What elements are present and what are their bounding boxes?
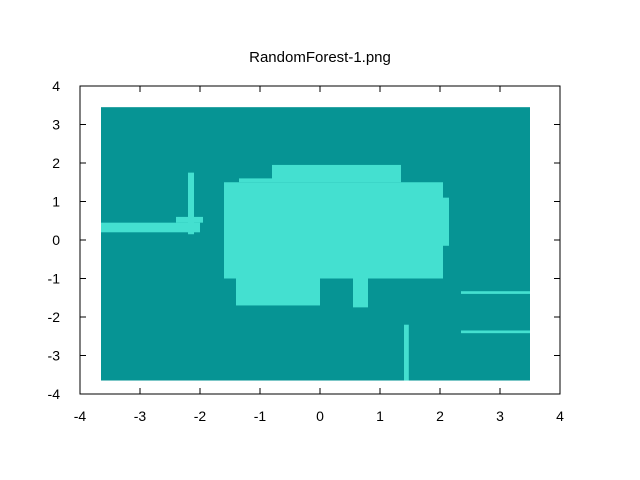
x-tick-label: 2 [436, 408, 444, 424]
class-1-region [461, 291, 530, 294]
class-1-region [224, 182, 443, 279]
axis-ticks: -4 -3 -2 -1 0 1 2 3 4 -4 -3 -2 -1 0 1 2 3 4 [48, 78, 565, 424]
class-1-region [377, 263, 404, 279]
x-tick-label: -1 [254, 408, 267, 424]
y-tick-label: 3 [52, 117, 60, 133]
y-tick-label: 0 [52, 232, 60, 248]
y-tick-label: 1 [52, 194, 60, 210]
class-1-region [101, 222, 200, 233]
class-1-region [236, 278, 320, 306]
class-1-region [404, 324, 409, 381]
x-tick-label: -3 [134, 408, 147, 424]
class-1-region [188, 172, 194, 235]
x-tick-label: 1 [376, 408, 384, 424]
y-tick-label: -4 [48, 386, 61, 402]
y-tick-label: -1 [48, 271, 61, 287]
decision-regions [101, 107, 530, 381]
x-tick-label: -4 [74, 408, 87, 424]
y-tick-label: -3 [48, 348, 61, 364]
x-tick-label: 4 [556, 408, 564, 424]
y-tick-label: 2 [52, 155, 60, 171]
class-1-region [272, 164, 401, 183]
x-tick-label: 3 [496, 408, 504, 424]
chart-title: RandomForest-1.png [249, 49, 391, 66]
x-tick-label: 0 [316, 408, 324, 424]
y-tick-label: 4 [52, 78, 60, 94]
class-1-region [443, 197, 449, 246]
x-tick-label: -2 [194, 408, 207, 424]
y-tick-label: -2 [48, 309, 61, 325]
class-1-region [353, 278, 368, 308]
class-1-region [461, 330, 530, 334]
class-1-region [239, 178, 272, 183]
